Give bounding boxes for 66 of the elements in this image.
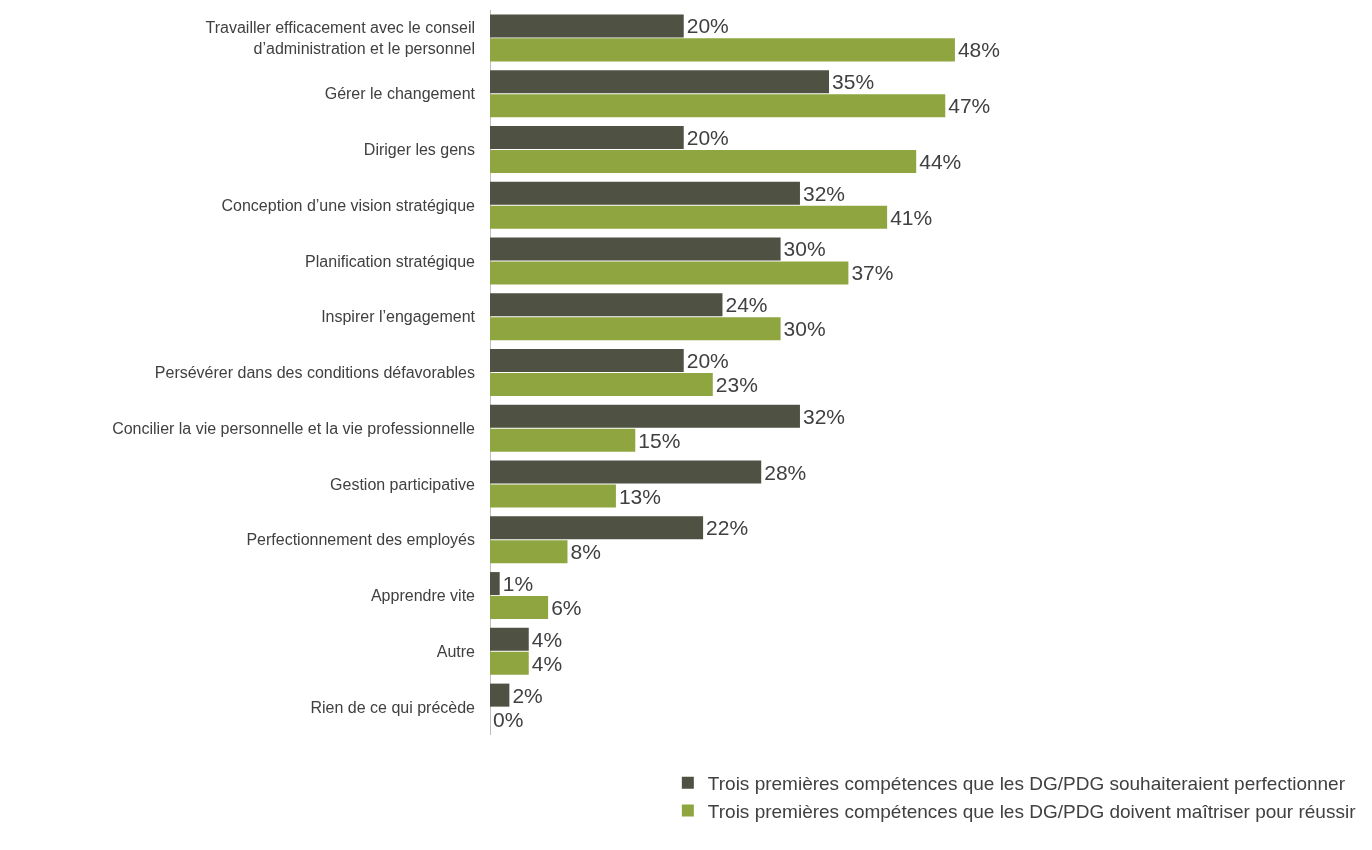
data-label: 32%: [802, 181, 845, 205]
bar: [490, 428, 636, 452]
bar: [490, 596, 549, 620]
bar: [490, 317, 781, 341]
data-label: 37%: [851, 261, 894, 285]
bar: [490, 683, 510, 707]
data-label: 4%: [531, 651, 563, 675]
data-label: 28%: [764, 460, 807, 484]
y-tick-label: Conception d’une vision stratégique: [221, 196, 476, 214]
y-tick-label: Perfectionnement des employés: [246, 531, 475, 549]
bar: [490, 38, 955, 62]
bar: [490, 94, 946, 118]
y-tick-label: Travailler efficacement avec le conseil d’administration et le personnel: [205, 19, 475, 57]
data-label: 30%: [783, 317, 826, 341]
bar: [490, 237, 781, 261]
data-label: 22%: [706, 516, 749, 540]
bar: [490, 572, 500, 596]
bar: [490, 627, 529, 651]
data-label: 20%: [686, 125, 729, 149]
bar: [490, 349, 684, 373]
bar: [490, 205, 888, 229]
bar: [490, 404, 800, 428]
bar: [490, 651, 529, 675]
data-label: 1%: [502, 572, 534, 596]
bar: [490, 293, 723, 317]
bar: [490, 14, 684, 38]
data-label: 6%: [551, 596, 582, 620]
y-tick-label: Gérer le changement: [324, 85, 476, 103]
data-label: 20%: [686, 349, 729, 373]
bar: [490, 149, 917, 173]
y-tick-label: Gestion participative: [330, 475, 476, 493]
data-label: 15%: [638, 428, 681, 452]
bar: [490, 372, 713, 396]
data-label: 2%: [512, 683, 543, 707]
bar: [490, 540, 568, 564]
data-label: 44%: [919, 149, 962, 173]
bar: [490, 181, 800, 205]
data-label: 20%: [686, 14, 729, 38]
y-tick-label: Rien de ce qui précède: [310, 698, 476, 716]
data-label: 32%: [802, 404, 845, 428]
data-label: 35%: [832, 70, 875, 94]
bar: [490, 261, 849, 285]
y-tick-label: Autre: [436, 642, 476, 660]
data-label: 47%: [948, 94, 991, 118]
data-label: 24%: [725, 293, 768, 317]
bar: [490, 125, 684, 149]
y-tick-label: Planification stratégique: [305, 252, 476, 270]
y-tick-label: Persévérer dans des conditions défavorables: [154, 364, 475, 382]
data-label: 30%: [783, 237, 826, 261]
y-tick-label: Apprendre vite: [370, 587, 476, 605]
data-label: 8%: [570, 540, 601, 564]
bar: [490, 70, 830, 94]
bar: [490, 484, 616, 508]
data-label: 23%: [715, 372, 758, 396]
data-label: 13%: [618, 484, 661, 508]
y-tick-label: Concilier la vie personnelle et la vie professionnelle: [112, 419, 476, 437]
data-label: 4%: [531, 627, 563, 651]
y-tick-label: Diriger les gens: [363, 141, 475, 159]
data-label: 48%: [957, 38, 1000, 62]
data-label: 41%: [890, 205, 933, 229]
legend-label: Trois premières compétences que les DG/PDG doivent maîtriser pour réussir: [707, 800, 1357, 822]
bar: [490, 460, 762, 484]
bar: [490, 516, 704, 540]
legend-label: Trois premières compétences que les DG/PDG souhaiteraient perfectionner: [707, 773, 1346, 795]
y-tick-label: Inspirer l’engagement: [321, 308, 476, 326]
data-label: 0%: [493, 707, 524, 731]
